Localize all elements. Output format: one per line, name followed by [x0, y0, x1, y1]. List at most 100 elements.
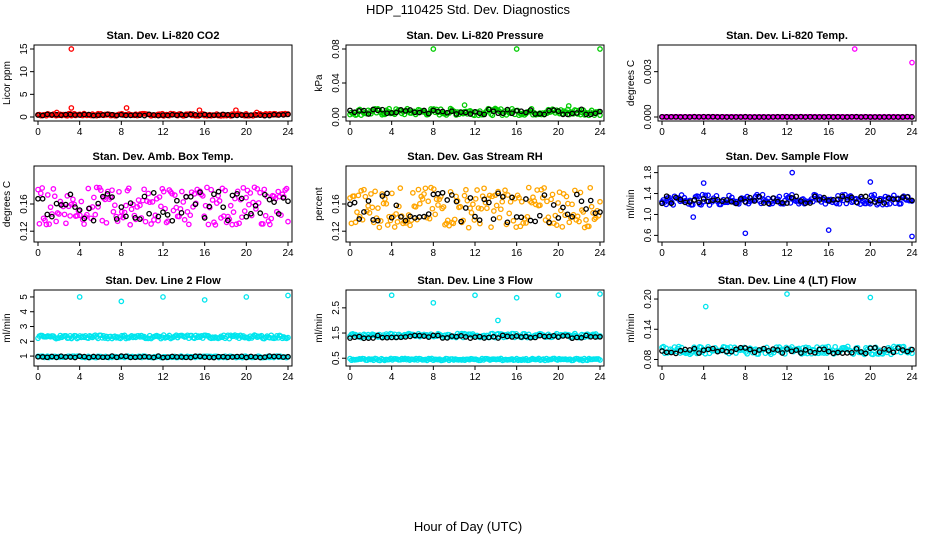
figure-title: HDP_110425 Std. Dev. Diagnostics [366, 2, 571, 17]
x-tick-label: 4 [389, 248, 395, 259]
y-axis-label: ml/min [626, 189, 637, 218]
data-point [68, 201, 75, 208]
x-tick-label: 0 [347, 127, 353, 138]
panel-9: Stan. Dev. Line 4 (LT) Flow ml/min 0 4 8 12 16… [626, 275, 918, 383]
y-tick-label: 0 [19, 114, 30, 120]
x-tick-label: 12 [781, 248, 793, 259]
x-tick-label: 8 [119, 248, 125, 259]
outlier-point [565, 103, 572, 109]
data-point-black [872, 344, 878, 351]
data-point-black [393, 109, 400, 116]
data-point-black [252, 202, 259, 209]
data-point [419, 196, 426, 202]
data-point [576, 218, 582, 225]
y-tick-label: 0.000 [643, 104, 654, 129]
data-point [37, 190, 44, 197]
data-point [152, 212, 159, 219]
data-point [502, 187, 508, 194]
data-point-black [49, 213, 55, 220]
data-point [432, 211, 439, 218]
data-point-black [811, 349, 818, 356]
x-tick-label: 24 [594, 248, 606, 259]
x-tick-label: 12 [469, 248, 481, 259]
x-tick-label: 4 [389, 127, 395, 138]
data-point [236, 220, 242, 227]
data-point [368, 191, 374, 197]
data-point [46, 221, 53, 227]
x-tick-label: 4 [77, 127, 83, 138]
data-point-black [881, 200, 888, 206]
data-point-black [848, 349, 855, 356]
data-point [84, 211, 90, 218]
data-point-black [536, 212, 543, 219]
x-tick-label: 16 [199, 372, 211, 383]
data-point [253, 205, 259, 212]
x-tick-label: 20 [241, 372, 253, 383]
data-point [465, 224, 472, 231]
data-point [158, 203, 164, 210]
data-point [461, 192, 468, 199]
data-point-black [398, 213, 404, 220]
data-point-black [723, 197, 730, 203]
data-point-black [86, 205, 92, 212]
data-point-black [174, 197, 180, 204]
data-point [61, 211, 68, 218]
x-tick-label: 4 [701, 372, 707, 383]
data-point [563, 193, 570, 200]
data-point [384, 222, 391, 228]
outlier-point [461, 102, 468, 108]
outlier-point [243, 294, 250, 300]
x-tick-label: 16 [511, 248, 523, 259]
panel-3: Stan. Dev. Li-820 Temp. degrees C 0 4 8 12 16 2… [626, 30, 918, 138]
data-point [444, 217, 451, 224]
data-point-black [81, 215, 88, 222]
y-tick-label: 1.4 [643, 186, 654, 200]
data-point-black [513, 214, 520, 220]
data-point [493, 202, 500, 209]
data-point-black [370, 335, 376, 341]
data-point [44, 192, 51, 198]
x-tick-label: 12 [781, 372, 793, 383]
data-point [257, 189, 263, 196]
data-point-black [192, 201, 199, 208]
y-axis-label: ml/min [314, 313, 325, 342]
data-point-black [765, 348, 772, 354]
data-point [128, 206, 135, 213]
panel-title: Stan. Dev. Li-820 CO2 [107, 30, 220, 42]
outlier-point [867, 179, 874, 185]
data-point-black [486, 199, 492, 206]
x-tick-label: 24 [906, 248, 918, 259]
data-point [97, 187, 104, 194]
data-point-black [872, 199, 878, 205]
data-point-black [90, 217, 97, 224]
data-point [580, 209, 587, 215]
data-point-black [673, 350, 679, 357]
data-point-black [104, 191, 111, 197]
data-point-black [238, 195, 245, 202]
data-point-black [793, 347, 800, 353]
data-point [825, 343, 832, 350]
data-point [285, 218, 291, 225]
x-tick-label: 8 [431, 248, 437, 259]
data-point-black [541, 192, 548, 198]
outlier-point [702, 303, 709, 310]
data-point-black [490, 216, 497, 222]
y-tick-label: 4 [19, 309, 30, 315]
data-point [205, 221, 212, 228]
data-point [268, 215, 275, 222]
data-point-black [784, 200, 790, 206]
data-point-black [574, 191, 580, 198]
data-point [99, 217, 106, 224]
data-point [821, 350, 827, 356]
data-point [470, 201, 476, 208]
data-point-black [351, 199, 358, 206]
data-point [71, 201, 78, 208]
y-axis-label: degrees C [626, 60, 637, 106]
data-point-black [862, 350, 869, 357]
data-point [227, 202, 234, 209]
data-point-black [356, 216, 363, 222]
data-point-black [113, 216, 120, 222]
data-point-black [224, 217, 231, 224]
data-point-black [811, 193, 818, 200]
data-point [393, 211, 399, 217]
